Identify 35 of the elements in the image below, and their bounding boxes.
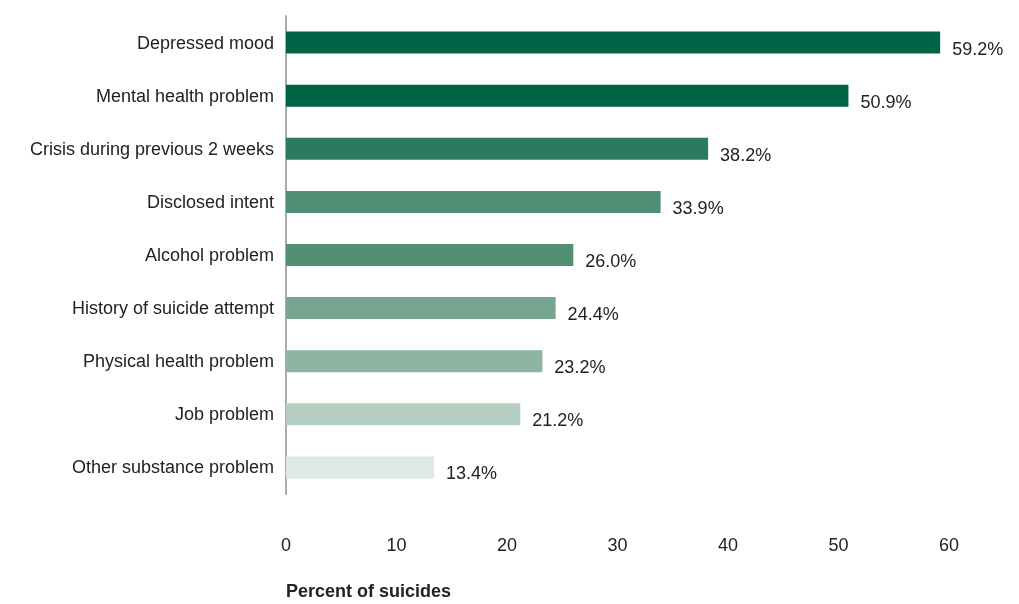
x-tick-label: 20 [496,535,518,555]
y-tick-label: Alcohol problem [144,245,274,265]
data-label: 50.9% [860,91,912,112]
bar [286,350,543,373]
x-tick-label: 40 [717,535,739,555]
bar [286,244,574,266]
bar [286,84,849,107]
bar [286,403,521,426]
x-tick-label: 10 [386,535,407,555]
bar [286,31,941,54]
y-tick-label: Depressed mood [136,32,274,53]
x-axis-title: Percent of suicides [286,581,452,601]
data-label: 38.2% [720,144,772,165]
data-label: 13.4% [446,463,498,484]
y-tick-label: Disclosed intent [146,191,274,212]
data-label: 33.9% [672,197,724,218]
x-tick-label: 50 [828,535,849,555]
bar [286,190,661,213]
y-tick-label: Job problem [174,404,274,425]
bar [286,297,556,320]
y-tick-label: Other substance problem [71,457,274,478]
bar [286,456,435,479]
y-tick-label: Physical health problem [82,351,274,372]
y-tick-label: Crisis during previous 2 weeks [29,138,274,159]
x-tick-label: 0 [280,535,292,555]
data-label: 26.0% [585,251,637,271]
data-label: 59.2% [952,38,1004,59]
y-tick-label: Mental health problem [95,85,274,106]
x-tick-label: 60 [938,535,960,555]
x-tick-label: 30 [607,535,628,555]
bar [286,137,709,160]
data-label: 21.2% [532,410,584,431]
data-label: 24.4% [567,304,619,325]
y-tick-label: History of suicide attempt [71,298,274,319]
data-label: 23.2% [554,357,606,378]
